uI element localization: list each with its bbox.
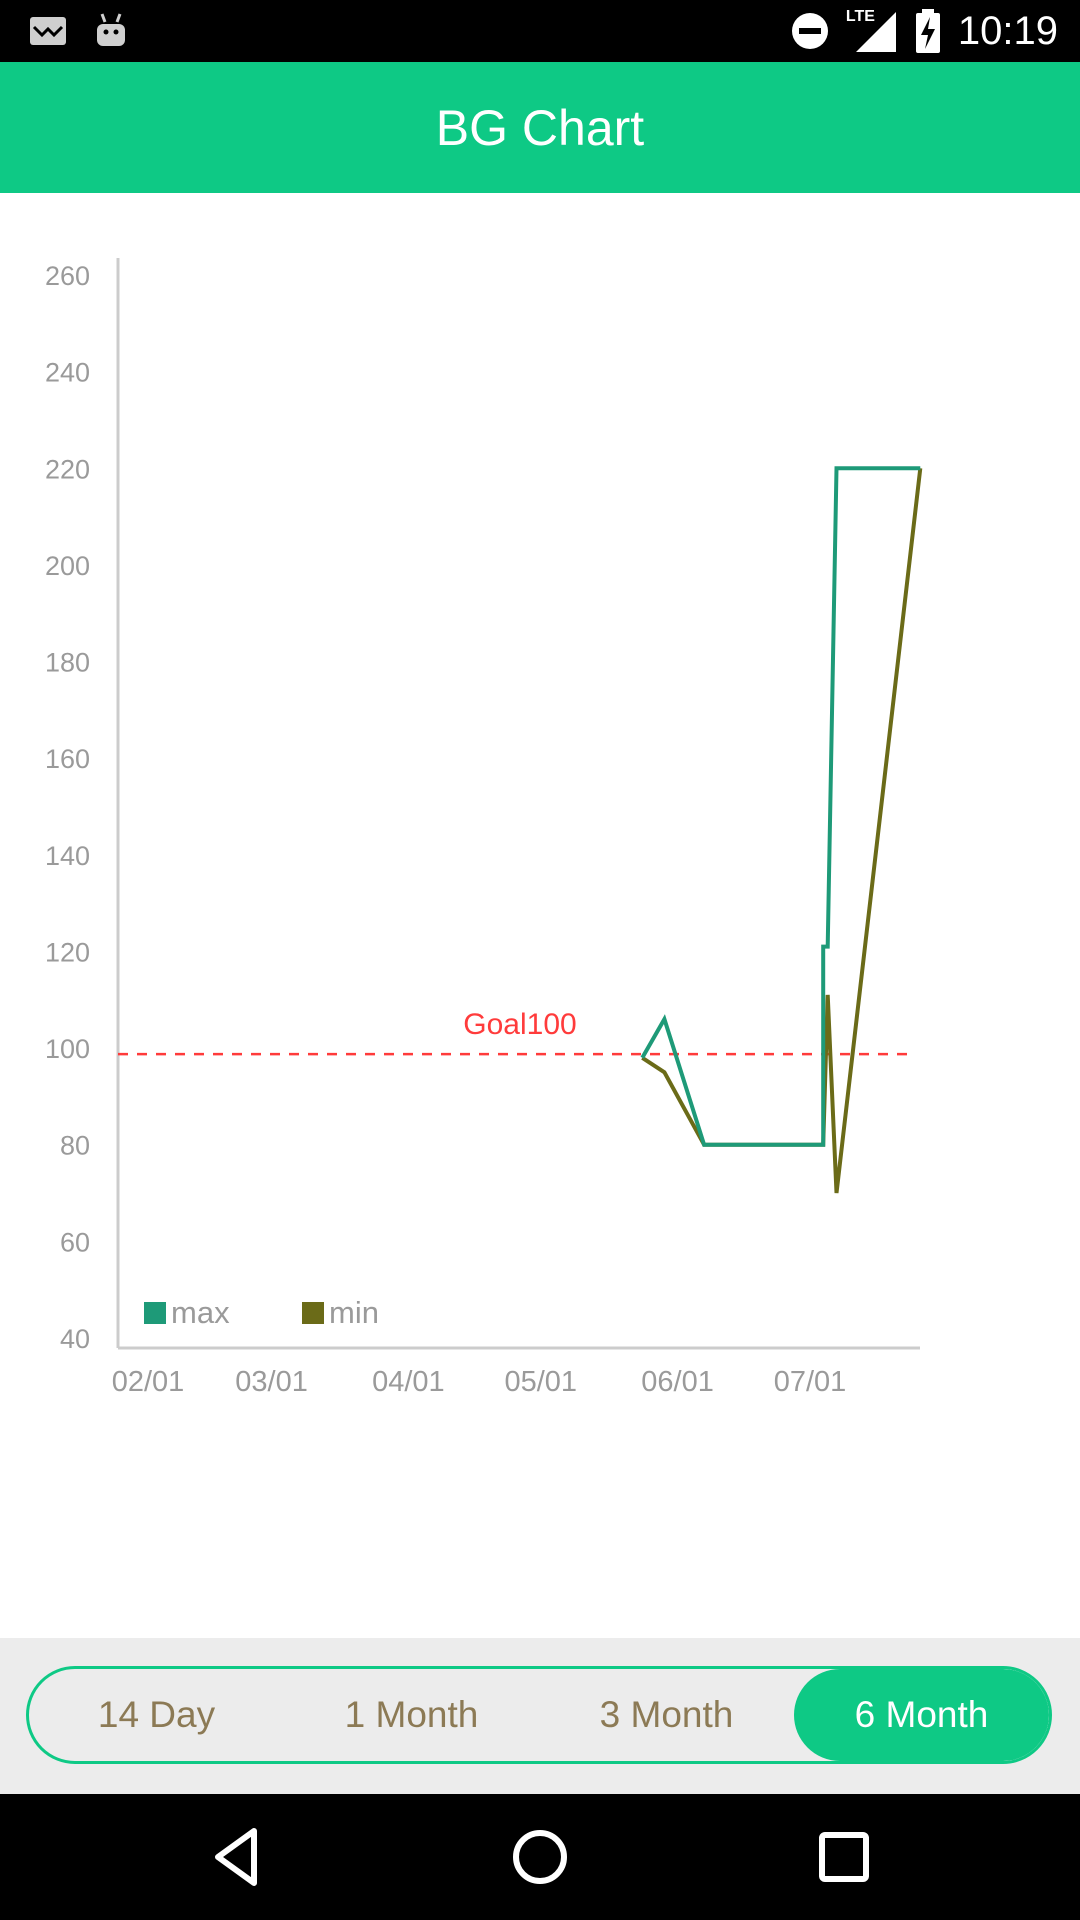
y-tick-label: 80 [60, 1131, 90, 1161]
legend-swatch-max [144, 1302, 166, 1324]
x-tick-label: 07/01 [774, 1366, 847, 1398]
y-tick-label: 60 [60, 1227, 90, 1257]
y-tick-label: 260 [45, 261, 90, 291]
app-bar: BG Chart [0, 62, 1080, 193]
do-not-disturb-icon [791, 13, 828, 49]
android-icon [97, 13, 125, 46]
network-type-label: LTE [845, 8, 875, 25]
clock: 10:19 [957, 9, 1058, 53]
x-tick-label: 05/01 [504, 1366, 577, 1398]
y-tick-label: 40 [60, 1324, 90, 1354]
notification-icon [30, 17, 66, 45]
legend-label-min: min [329, 1295, 379, 1330]
y-tick-label: 140 [45, 841, 90, 871]
home-icon[interactable] [508, 1825, 572, 1889]
y-tick-label: 240 [45, 358, 90, 388]
x-tick-label: 04/01 [372, 1366, 445, 1398]
y-tick-label: 180 [45, 648, 90, 678]
goal-label: Goal100 [463, 1008, 576, 1041]
series-line-max [640, 466, 921, 1147]
range-selector: 14 Day 1 Month 3 Month 6 Month [26, 1666, 1052, 1764]
range-option-3-month[interactable]: 3 Month [599, 1694, 734, 1735]
y-tick-label: 200 [45, 551, 90, 581]
recents-icon[interactable] [812, 1825, 876, 1889]
y-tick-label: 120 [45, 937, 90, 967]
x-tick-label: 02/01 [112, 1366, 185, 1398]
y-tick-label: 100 [45, 1034, 90, 1064]
legend-swatch-min [302, 1302, 324, 1324]
range-selector-panel: 14 Day 1 Month 3 Month 6 Month [0, 1638, 1080, 1794]
range-option-6-month[interactable]: 6 Month [794, 1669, 1049, 1761]
bg-chart: 40 60 80 100 120 140 160 180 200 220 240 260 02/01 03… [0, 193, 1080, 1638]
navigation-bar [0, 1794, 1080, 1920]
x-tick-label: 03/01 [235, 1366, 308, 1398]
y-tick-label: 220 [45, 454, 90, 484]
range-option-1-month[interactable]: 1 Month [344, 1694, 479, 1735]
range-option-14-day[interactable]: 14 Day [97, 1694, 216, 1735]
y-tick-label: 160 [45, 744, 90, 774]
page-title: BG Chart [435, 99, 645, 156]
back-icon[interactable] [204, 1825, 268, 1889]
battery-charging-icon [915, 9, 940, 53]
status-bar: LTE 10:19 [0, 0, 1080, 62]
signal-icon: LTE [846, 8, 898, 54]
chart-svg: 40 60 80 100 120 140 160 180 200 220 240 260 02/01 03… [45, 258, 923, 1398]
legend-label-max: max [171, 1295, 230, 1330]
x-tick-label: 06/01 [641, 1366, 714, 1398]
